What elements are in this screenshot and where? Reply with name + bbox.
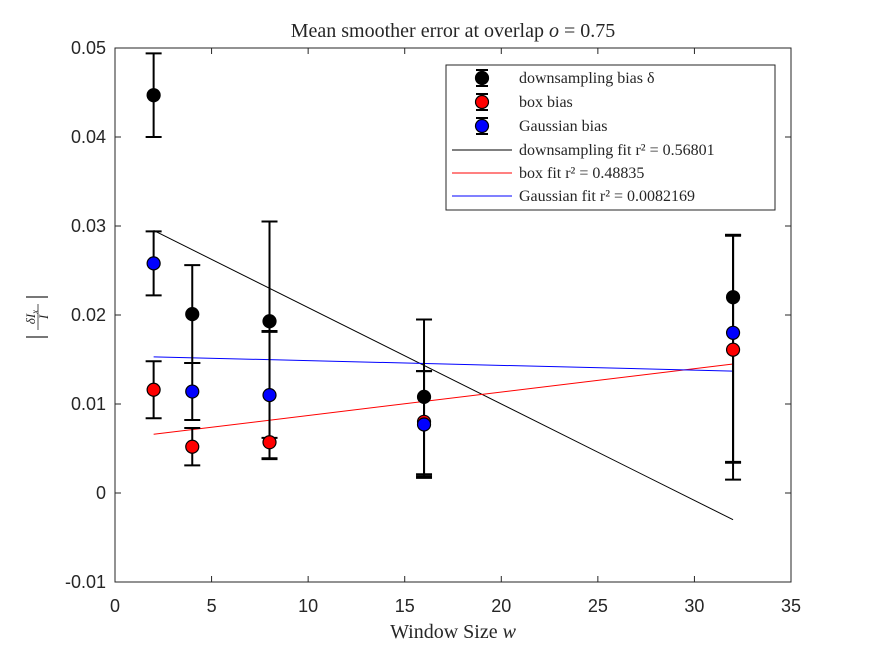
x-axis-ticks: 0 5 10 15 20 25 30 35 — [110, 48, 801, 616]
x-tick-label: 15 — [395, 596, 415, 616]
y-tick-label: 0.04 — [71, 127, 106, 147]
legend-label: downsampling bias δ — [519, 70, 655, 87]
svg-text:I: I — [36, 314, 51, 320]
x-tick-label: 5 — [207, 596, 217, 616]
legend-label: Gaussian fit r² = 0.0082169 — [519, 188, 695, 205]
legend-marker — [474, 70, 490, 86]
markers — [146, 88, 741, 454]
x-tick-label: 25 — [588, 596, 608, 616]
data-point — [185, 384, 200, 399]
legend-label: downsampling fit r² = 0.56801 — [519, 142, 715, 159]
data-point — [725, 325, 741, 340]
y-tick-label: 0.05 — [71, 38, 106, 58]
svg-text:δIx: δIx — [23, 310, 40, 324]
legend-label: box bias — [519, 94, 573, 111]
data-point — [185, 307, 200, 322]
x-tick-label: 30 — [684, 596, 704, 616]
data-point — [416, 389, 432, 404]
legend: downsampling bias δ box bias Gaussian bias… — [445, 64, 776, 211]
data-point — [416, 417, 432, 432]
legend-label: box fit r² = 0.48835 — [519, 165, 644, 182]
data-point — [725, 342, 741, 357]
data-point — [725, 290, 741, 305]
data-point — [185, 439, 200, 454]
y-tick-label: 0.01 — [71, 394, 106, 414]
data-point — [262, 435, 277, 450]
legend-marker — [474, 118, 490, 134]
data-point — [146, 88, 161, 103]
data-point — [262, 388, 277, 403]
x-tick-label: 0 — [110, 596, 120, 616]
x-axis-label: Window Size w — [390, 621, 517, 643]
data-point — [146, 256, 161, 271]
data-point — [262, 314, 277, 329]
fit-lines — [153, 230, 734, 521]
x-tick-label: 20 — [491, 596, 511, 616]
y-axis-label: δIx I — [23, 296, 51, 338]
y-axis-ticks: -0.01 0 0.01 0.02 0.03 0.04 0.05 — [65, 38, 791, 592]
y-tick-label: 0 — [96, 483, 106, 503]
legend-marker — [474, 94, 490, 110]
fit-line — [153, 356, 734, 372]
data-point — [146, 382, 161, 397]
x-tick-label: 10 — [298, 596, 318, 616]
chart-title: Mean smoother error at overlap o = 0.75 — [291, 20, 616, 42]
x-tick-label: 35 — [781, 596, 801, 616]
y-tick-label: -0.01 — [65, 572, 106, 592]
fit-line — [153, 230, 734, 521]
legend-label: Gaussian bias — [519, 118, 607, 135]
legend-box — [445, 64, 776, 211]
fit-line — [153, 363, 734, 435]
y-tick-label: 0.02 — [71, 305, 106, 325]
y-tick-label: 0.03 — [71, 216, 106, 236]
